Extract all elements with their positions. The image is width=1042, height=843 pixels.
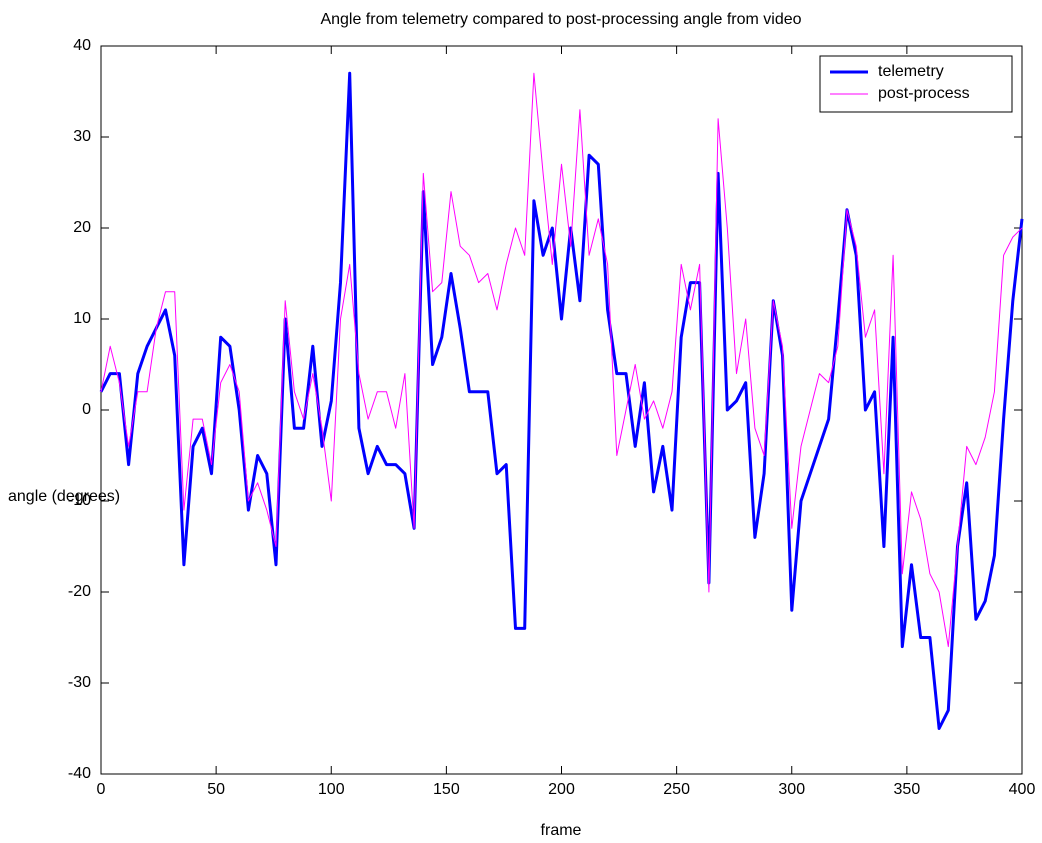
line-series (100, 72, 1023, 648)
x-tick-label: 150 (433, 781, 460, 798)
x-tick-label: 0 (97, 781, 106, 798)
legend-label: telemetry (878, 63, 944, 80)
y-axis-label: angle (degrees) (8, 488, 120, 505)
y-tick-label: -10 (68, 492, 91, 509)
y-tick-label: 10 (73, 310, 91, 327)
x-tick-label: 100 (318, 781, 345, 798)
y-tick-label: 40 (73, 37, 91, 54)
y-tick-label: 30 (73, 128, 91, 145)
x-tick-label: 50 (207, 781, 225, 798)
x-axis-label: frame (541, 822, 582, 839)
y-tick-label: 20 (73, 219, 91, 236)
y-tick-label: 0 (82, 401, 91, 418)
x-tick-label: 350 (894, 781, 921, 798)
chart-title: Angle from telemetry compared to post-pr… (320, 11, 801, 28)
x-tick-label: 300 (778, 781, 805, 798)
y-tick-label: -20 (68, 583, 91, 600)
x-tick-label: 200 (548, 781, 575, 798)
x-tick-label: 250 (663, 781, 690, 798)
y-tick-label: -40 (68, 765, 91, 782)
line-series (99, 71, 1024, 730)
legend-label: post-process (878, 85, 970, 102)
y-tick-label: -30 (68, 674, 91, 691)
legend-box (819, 55, 1013, 113)
x-tick-label: 400 (1009, 781, 1036, 798)
